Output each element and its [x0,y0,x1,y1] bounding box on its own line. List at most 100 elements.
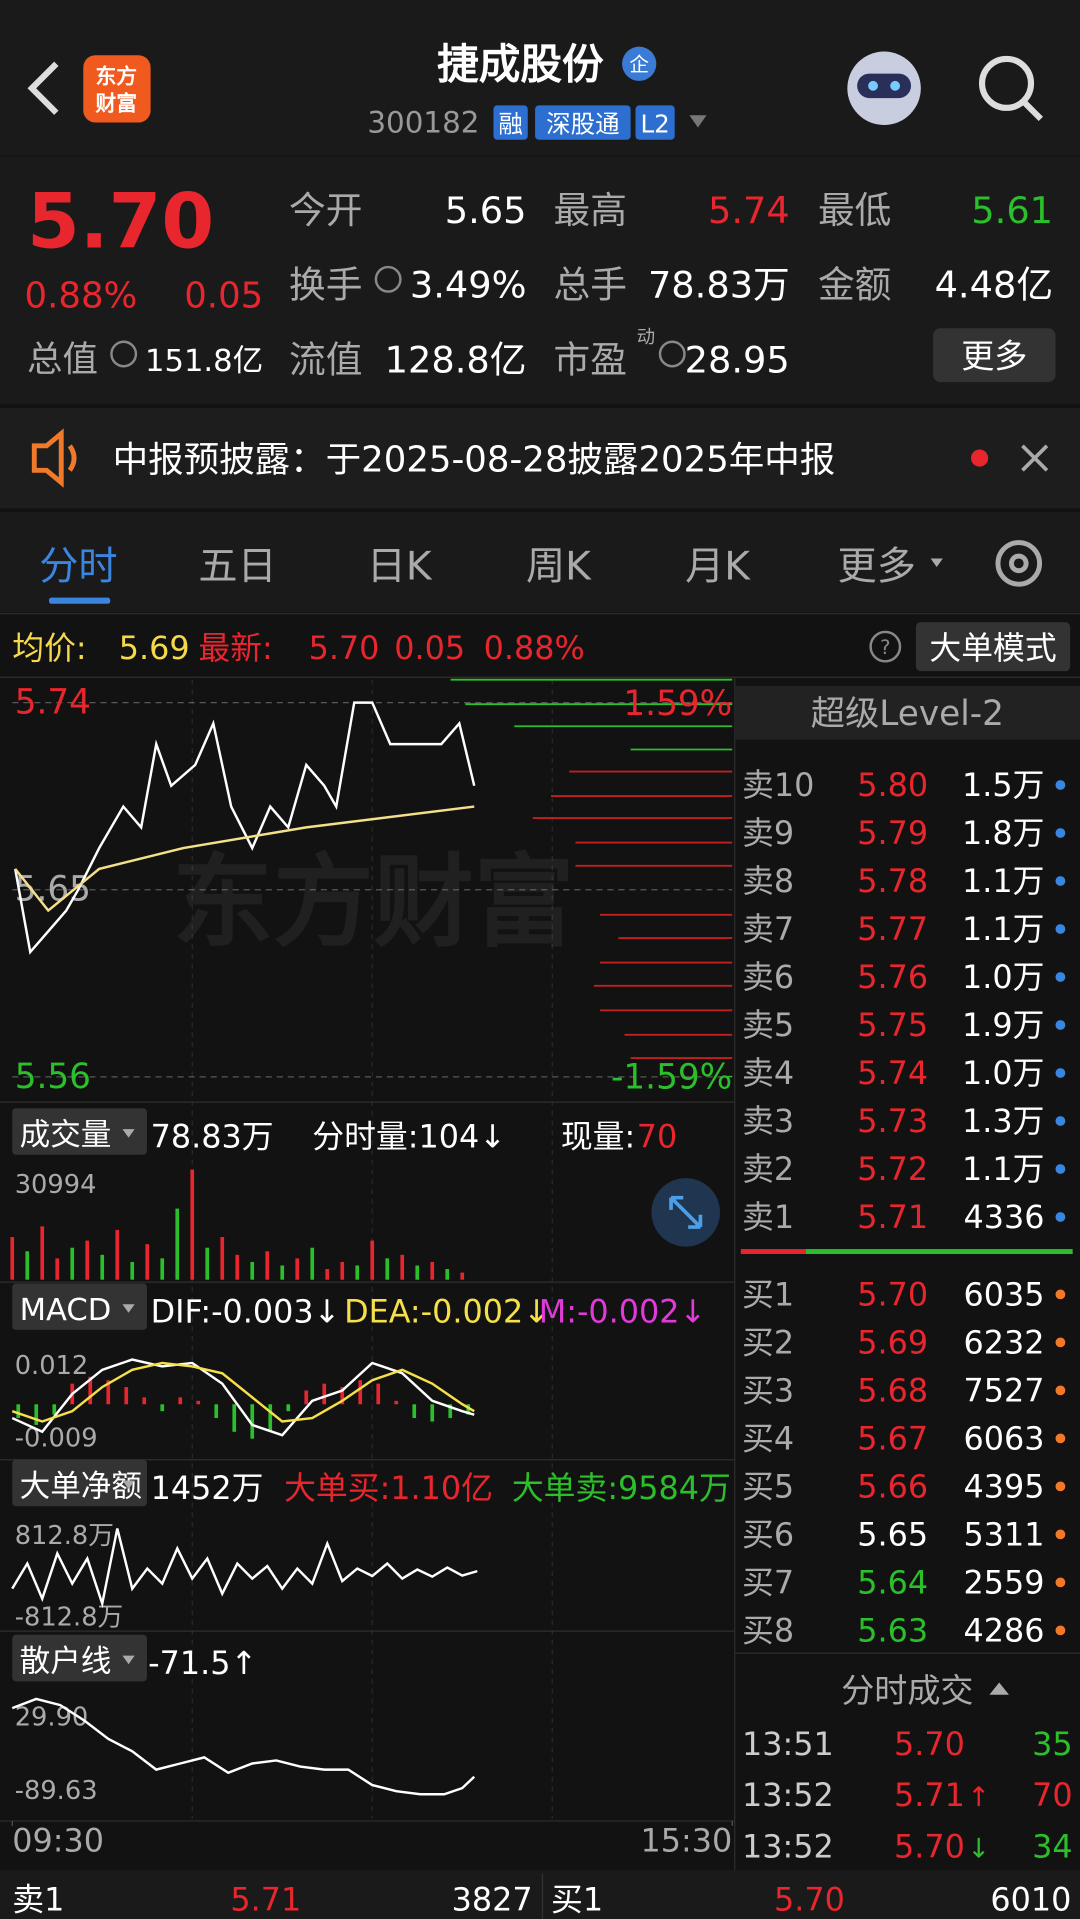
field-sup: 动 [637,327,655,348]
macd-bar [286,1404,291,1412]
volume-bar [145,1244,150,1280]
field-value: 151.8亿 [145,344,263,379]
dropdown-icon[interactable] [930,558,943,568]
order-price: 5.79 [857,814,928,852]
close-button[interactable] [1021,444,1049,472]
field-value: 5.74 [708,189,790,232]
indicator-name: 成交量 [20,1118,112,1153]
volume-bar [265,1251,270,1280]
back-button[interactable] [27,61,59,115]
order-price: 5.76 [857,958,928,996]
trade-volume: 35 [1032,1725,1073,1763]
macd-bar [466,1404,471,1415]
y2-tick-label: -1.59% [611,1058,732,1098]
volume-bar [325,1269,330,1280]
y-tick-label: 30994 [15,1170,97,1200]
order-dot [1055,1385,1066,1396]
order-dot [1055,1433,1066,1444]
dropdown-icon[interactable] [689,115,707,128]
bottom-bar [0,1869,1080,1919]
macd-bar [358,1380,363,1405]
order-price: 5.63 [857,1611,928,1649]
info-icon[interactable] [110,340,138,368]
order-price: 5.64 [857,1563,928,1601]
quote-volume: 6010 [990,1880,1071,1918]
order-price: 5.66 [857,1467,928,1505]
field-value: 28.95 [685,338,790,381]
y-tick-label: 29.90 [15,1702,89,1732]
dropdown-icon [122,1655,135,1665]
indicator-selector[interactable] [12,1634,147,1682]
macd-bar [304,1390,309,1405]
order-dot [1055,1164,1066,1174]
field-label: 总手 [553,264,626,307]
more-button[interactable] [933,328,1056,383]
order-name: 买2 [742,1323,794,1361]
indicator-selector[interactable] [12,1108,147,1155]
volume-bar [220,1237,225,1280]
collapse-icon[interactable] [989,1682,1009,1695]
tab-indicator [48,597,111,604]
macd-bar [394,1400,399,1405]
macd-bar [16,1404,21,1419]
indicator-selector[interactable] [12,1459,147,1507]
mode-button[interactable] [915,622,1071,672]
tab[interactable]: 周K [526,544,592,589]
expand-button[interactable] [651,1178,720,1247]
button-text: 大单模式 [929,629,1056,667]
order-name: 卖4 [742,1054,794,1092]
macd-bar [250,1404,255,1439]
volume-bar [70,1247,75,1280]
info-icon[interactable] [658,340,686,368]
indicator-selector[interactable] [12,1283,147,1330]
order-name: 买8 [742,1611,794,1649]
order-price: 5.69 [857,1323,928,1361]
y-tick-label: -0.009 [15,1423,98,1453]
indicator-stat: DEA:-0.002↓ [344,1293,550,1331]
settings-button[interactable] [995,540,1043,587]
order-price: 5.73 [857,1102,928,1140]
field-label: 金额 [818,264,891,307]
logo-text: 财富 [96,91,138,115]
tab[interactable]: 日K [367,544,433,589]
order-dot [1055,924,1066,934]
last-price: 5.70 [27,177,214,265]
y-tick-label: -89.63 [15,1776,98,1806]
order-volume: 1.1万 [962,1150,1044,1188]
order-name: 买7 [742,1563,794,1601]
info-icon[interactable] [374,265,402,293]
tab[interactable]: 月K [685,544,751,589]
volume-bar [400,1254,405,1280]
order-price: 5.65 [857,1515,928,1553]
macd-bar [196,1400,201,1405]
volume-bar [160,1258,165,1280]
tab[interactable]: 分时 [39,544,117,589]
notice-text: 中报预披露：于2025-08-28披露2025年中报 [113,440,836,481]
tab[interactable]: 更多 [838,544,916,589]
tab[interactable]: 五日 [198,544,276,589]
help-icon[interactable] [869,630,902,663]
tag [493,105,528,140]
assistant-avatar[interactable] [847,51,921,126]
macd-bar [160,1404,165,1412]
order-price: 5.71 [857,1198,928,1236]
macd-bar [214,1404,219,1419]
latest-change-pct: 0.88% [484,629,585,667]
panel-title: 超级Level-2 [811,694,1004,734]
dropdown-icon [122,1480,135,1490]
field-label: 换手 [289,264,362,307]
macd-bar [34,1404,39,1425]
avg-label: 均价: [12,629,86,667]
ratio-bar [805,1249,1073,1254]
logo[interactable] [83,55,151,123]
order-price: 5.67 [857,1419,928,1457]
unread-dot [971,449,989,467]
volume-bar [250,1261,255,1280]
latest-change: 0.05 [394,629,465,667]
search-button[interactable] [978,55,1043,122]
trade-price: 5.71 [894,1776,965,1814]
trade-price: 5.70 [894,1828,965,1866]
macd-bar [106,1380,111,1405]
macd-bar [88,1376,93,1405]
order-volume: 1.8万 [962,814,1044,852]
